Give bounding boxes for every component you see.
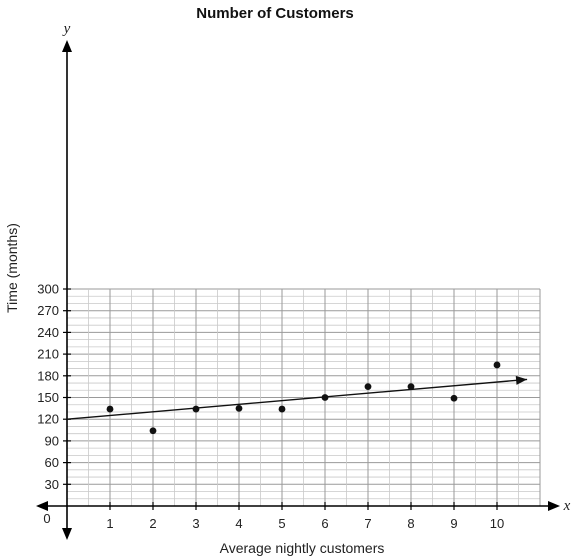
- x-tick-label: 8: [407, 516, 414, 531]
- y-tick-label: 120: [37, 412, 59, 427]
- y-tick-label: 240: [37, 325, 59, 340]
- data-point: [407, 383, 415, 391]
- origin-label: 0: [43, 511, 50, 526]
- y-tick-label: 210: [37, 347, 59, 362]
- data-point: [192, 405, 200, 413]
- x-tick-label: 5: [278, 516, 285, 531]
- x-tick-label: 1: [106, 516, 113, 531]
- data-point: [493, 361, 501, 369]
- chart-title: Number of Customers: [196, 5, 354, 22]
- x-tick-label: 9: [450, 516, 457, 531]
- x-tick-label: 4: [235, 516, 242, 531]
- x-tick-label: 6: [321, 516, 328, 531]
- x-tick-label: 3: [192, 516, 199, 531]
- x-axis-label: Average nightly customers: [220, 540, 385, 556]
- data-point: [149, 427, 157, 435]
- data-point: [235, 404, 243, 412]
- trend-line-arrowhead: [515, 375, 528, 385]
- y-axis-arrow-down: [62, 528, 72, 540]
- data-point: [450, 394, 458, 402]
- trend-line-group: [66, 375, 528, 420]
- y-tick-label: 30: [45, 477, 59, 492]
- y-axis-arrow-up: [62, 40, 72, 52]
- grid: [67, 288, 541, 506]
- data-point: [364, 383, 372, 391]
- x-axis-arrow-right: [548, 501, 560, 511]
- y-axis-variable: y: [62, 21, 71, 37]
- y-tick-label: 300: [37, 282, 59, 297]
- x-tick-label: 2: [149, 516, 156, 531]
- y-tick-label: 270: [37, 303, 59, 318]
- y-tick-label: 90: [45, 433, 59, 448]
- x-tick-label: 7: [364, 516, 371, 531]
- data-point: [106, 405, 114, 413]
- y-tick-label: 60: [45, 455, 59, 470]
- x-axis-variable: x: [563, 498, 571, 514]
- data-point: [321, 394, 329, 401]
- trend-line: [66, 378, 528, 420]
- data-point: [278, 405, 286, 413]
- x-axis-arrow-left: [36, 501, 48, 511]
- data-points: [106, 361, 501, 435]
- x-tick-label: 10: [490, 516, 504, 531]
- y-axis-label: Time (months): [4, 223, 20, 313]
- y-tick-label: 180: [37, 368, 59, 383]
- y-tick-label: 150: [37, 390, 59, 405]
- tick-labels: 1 2 3 4 5 6 7 8 9 10 30 60 90 120 150 180 210 240 270 300: [37, 282, 504, 531]
- axes: [36, 40, 560, 540]
